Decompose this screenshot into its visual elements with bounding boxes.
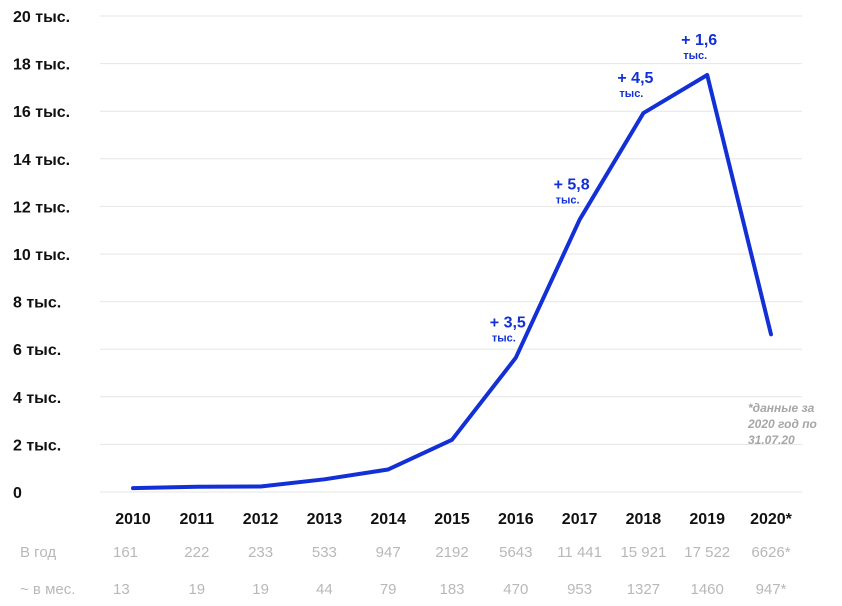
annotation-value: + 3,5 <box>490 315 526 332</box>
y-tick-label: 2 тыс. <box>13 437 61 454</box>
series-layer <box>131 72 773 491</box>
x-tick-label: 2012 <box>243 511 279 528</box>
y-tick-label: 14 тыс. <box>13 152 70 169</box>
x-axis-tick-labels: 2010 2011 2012 2013 2014 2015 2016 2017 2018 2019… <box>115 511 792 528</box>
table-cell: 470 <box>503 581 528 598</box>
table-cell: 6626* <box>751 544 790 561</box>
table-row-label: ~ в мес. <box>20 581 75 598</box>
table-cell: 19 <box>188 581 205 598</box>
table-cell: 947 <box>376 544 401 561</box>
data-table: В год 161 222 233 533 947 2192 5643 11 441 15 921… <box>20 544 791 598</box>
table-cell: 953 <box>567 581 592 598</box>
table-cell: 161 <box>113 544 138 561</box>
annotation-unit: тыс. <box>492 333 516 345</box>
table-cell: 947* <box>756 581 787 598</box>
y-tick-label: 10 тыс. <box>13 247 70 264</box>
annotation-value: + 1,6 <box>681 32 717 49</box>
table-cell: 1327 <box>627 581 660 598</box>
footnote-line: *данные за <box>748 401 815 415</box>
table-cell: 2192 <box>435 544 468 561</box>
annotation-unit: тыс. <box>683 50 707 62</box>
table-cell: 11 441 <box>557 544 602 561</box>
footnote-line: 31.07.20 <box>748 433 795 447</box>
gridlines <box>100 15 802 493</box>
y-tick-label: 0 <box>13 485 22 502</box>
table-cell: 183 <box>439 581 464 598</box>
y-tick-label: 8 тыс. <box>13 295 61 312</box>
x-tick-label: 2010 <box>115 511 151 528</box>
x-tick-label: 2016 <box>498 511 534 528</box>
x-tick-label: 2017 <box>562 511 598 528</box>
y-tick-label: 4 тыс. <box>13 390 61 407</box>
y-axis-tick-labels: 0 2 тыс. 4 тыс. 6 тыс. 8 тыс. 10 тыс. 12 тыс. 1… <box>13 9 70 502</box>
y-tick-label: 12 тыс. <box>13 199 70 216</box>
x-tick-label: 2011 <box>179 511 214 528</box>
y-tick-label: 16 тыс. <box>13 104 70 121</box>
table-cell: 533 <box>312 544 337 561</box>
x-tick-label: 2019 <box>689 511 725 528</box>
x-tick-label: 2014 <box>370 511 406 528</box>
table-cell: 1460 <box>691 581 724 598</box>
x-tick-label: 2013 <box>307 511 343 528</box>
y-tick-label: 20 тыс. <box>13 9 70 26</box>
table-cell: 17 522 <box>684 544 730 561</box>
series-line <box>131 72 773 491</box>
y-tick-label: 6 тыс. <box>13 342 61 359</box>
x-tick-label: 2015 <box>434 511 470 528</box>
table-cell: 19 <box>252 581 269 598</box>
table-cell: 44 <box>316 581 333 598</box>
x-tick-label: 2020* <box>750 511 793 528</box>
annotation-value: + 4,5 <box>617 70 653 87</box>
table-cell: 13 <box>113 581 130 598</box>
table-cell: 222 <box>184 544 209 561</box>
table-row-label: В год <box>20 544 56 561</box>
y-tick-label: 18 тыс. <box>13 57 70 74</box>
table-cell: 5643 <box>499 544 532 561</box>
annotation-unit: тыс. <box>619 88 643 100</box>
annotation-value: + 5,8 <box>554 177 590 194</box>
table-cell: 233 <box>248 544 273 561</box>
footnote-line: 2020 год по <box>747 417 817 431</box>
table-cell: 79 <box>380 581 397 598</box>
annotation-unit: тыс. <box>556 195 580 207</box>
table-cell: 15 921 <box>620 544 666 561</box>
x-tick-label: 2018 <box>626 511 662 528</box>
footnote: *данные за 2020 год по 31.07.20 <box>747 401 817 447</box>
